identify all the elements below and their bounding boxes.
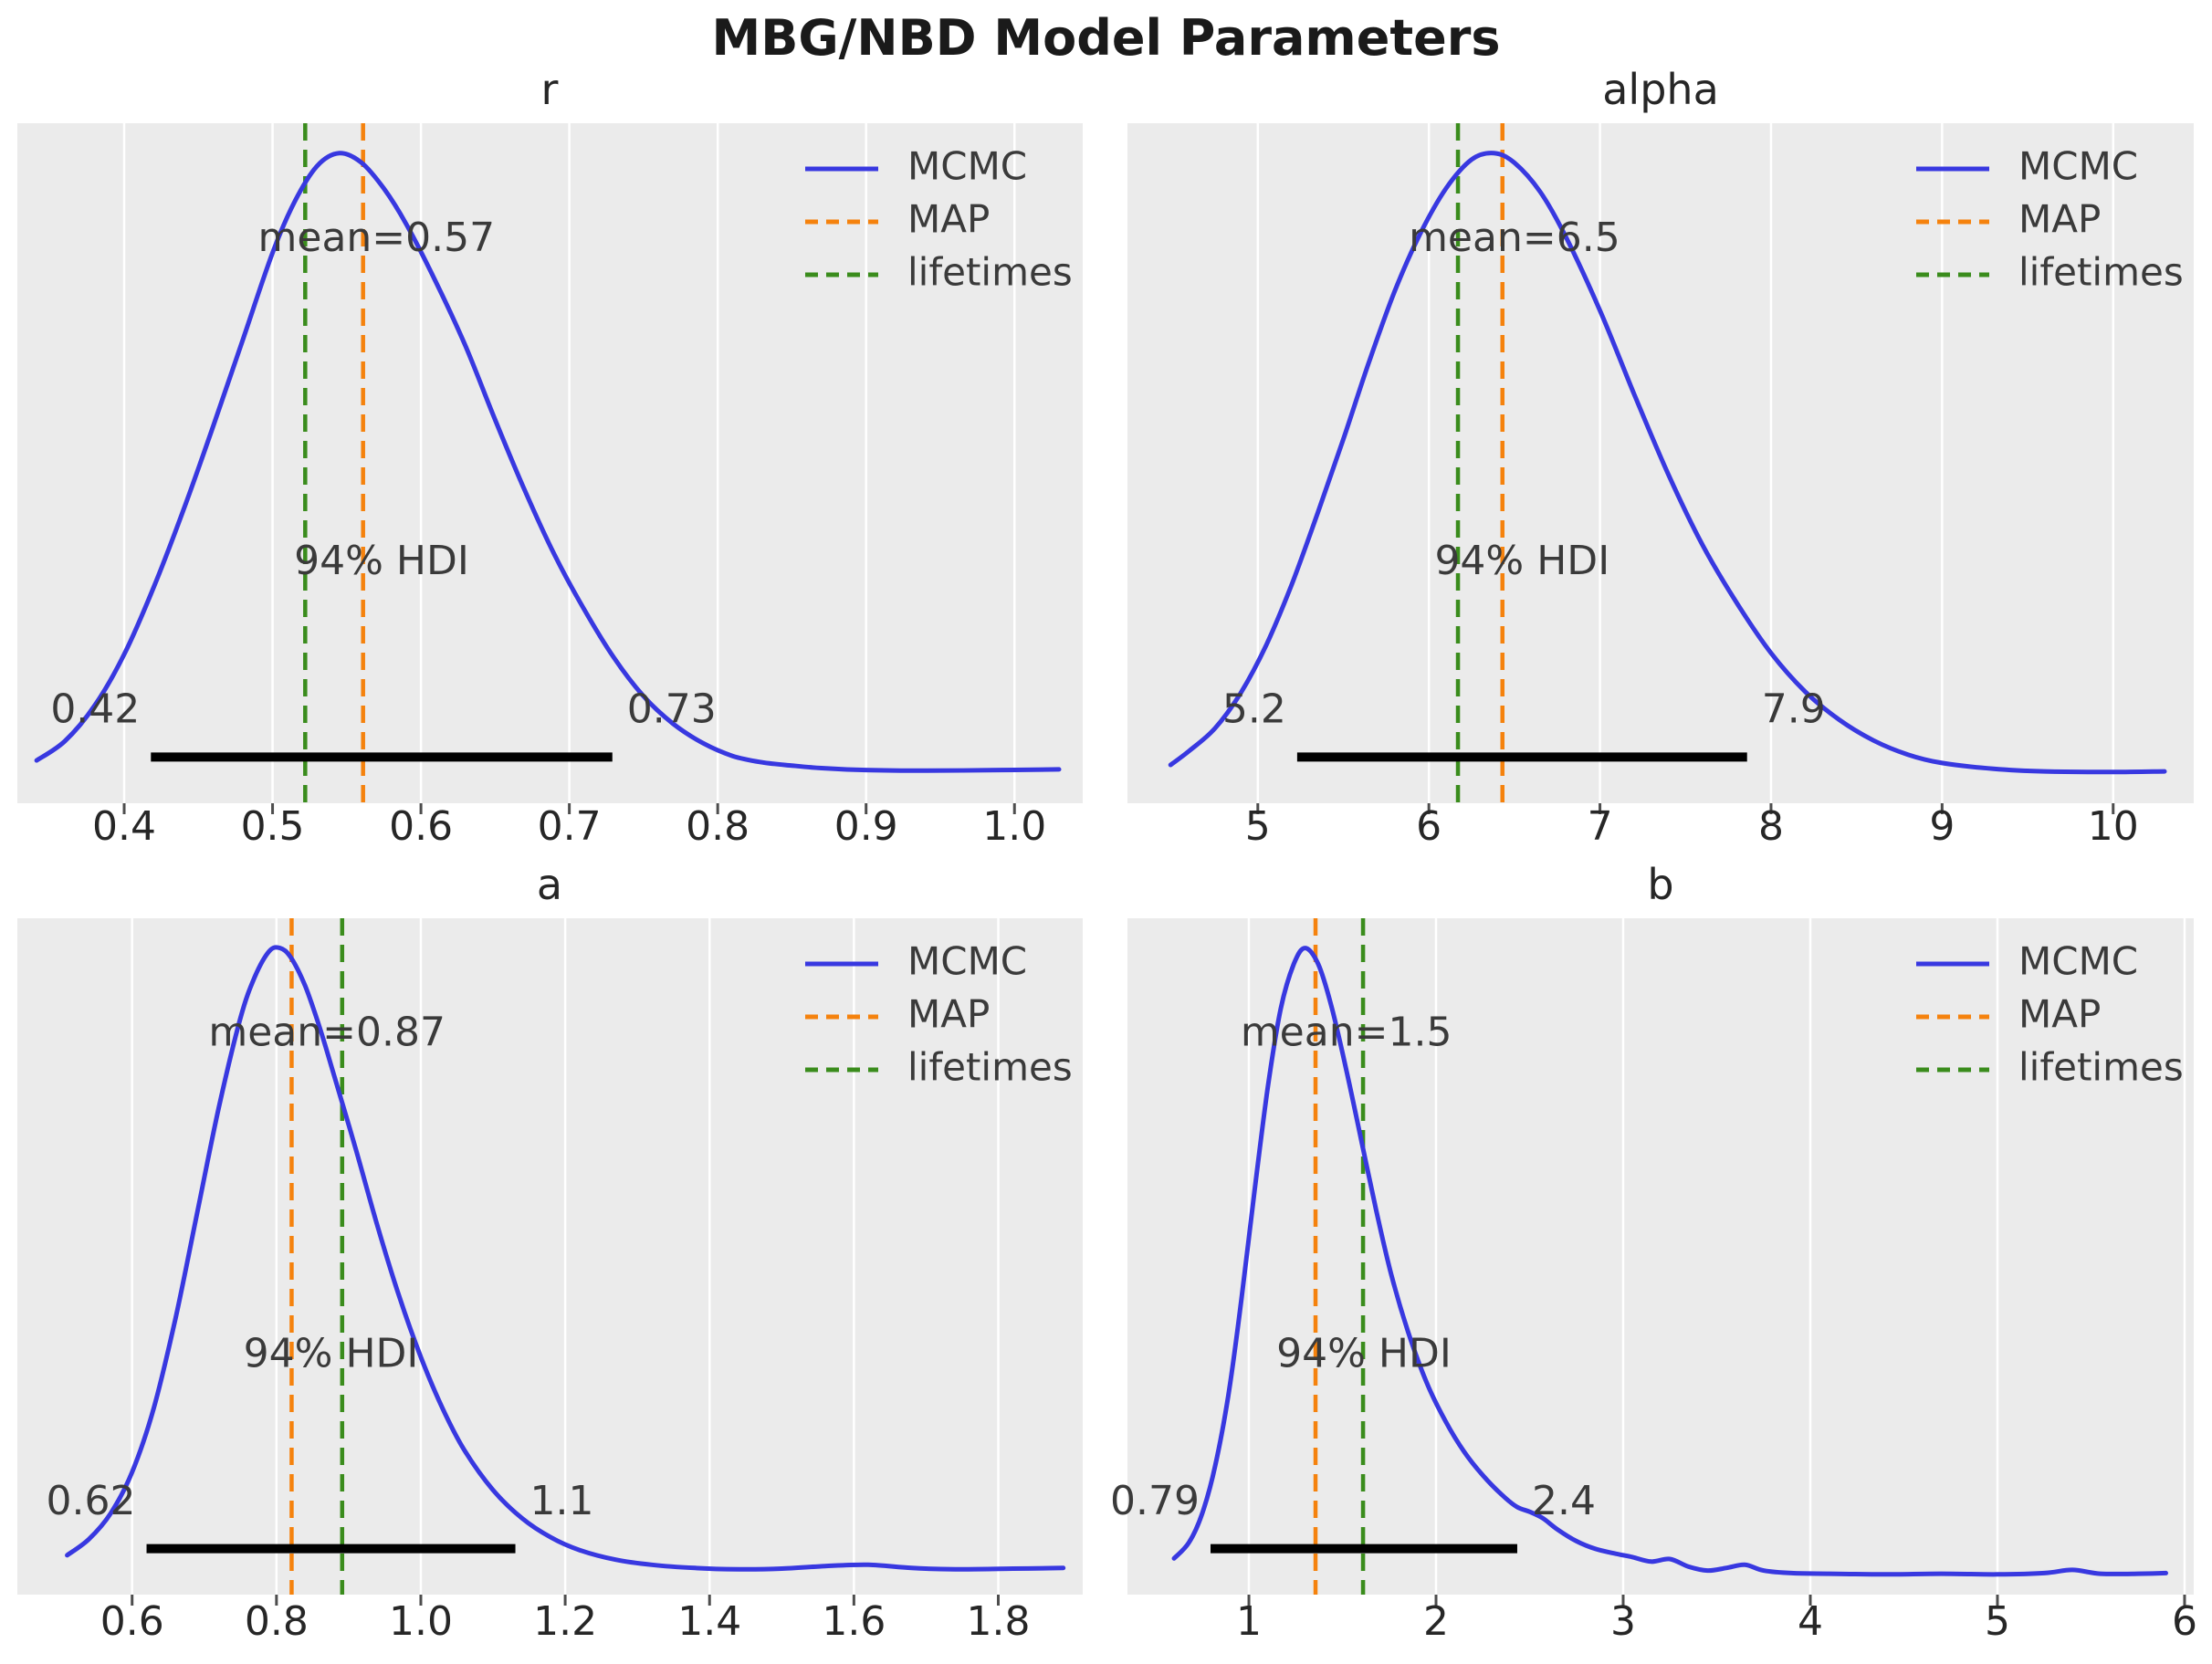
x-tick-label: 0.6 bbox=[389, 803, 453, 850]
hdi-lo-label: 5.2 bbox=[1222, 685, 1286, 732]
figure-title: MBG/NBD Model Parameters bbox=[711, 9, 1501, 67]
x-tick-label: 0.6 bbox=[100, 1598, 164, 1645]
x-tick-label: 1 bbox=[1236, 1598, 1262, 1645]
subplot-title-b: b bbox=[1647, 860, 1674, 909]
mean-label: mean=0.57 bbox=[258, 215, 496, 261]
x-tick-label: 0.8 bbox=[686, 803, 750, 850]
x-tick-label: 10 bbox=[2088, 803, 2139, 850]
hdi-text: 94% HDI bbox=[1276, 1330, 1452, 1376]
x-tick-label: 5 bbox=[1985, 1598, 2010, 1645]
x-tick-label: 1.6 bbox=[822, 1598, 886, 1645]
legend-mcmc-label: MCMC bbox=[2018, 939, 2138, 984]
x-tick-label: 7 bbox=[1588, 803, 1613, 850]
x-tick-label: 8 bbox=[1758, 803, 1784, 850]
hdi-lo-label: 0.79 bbox=[1110, 1478, 1200, 1524]
x-tick-label: 1.2 bbox=[533, 1598, 597, 1645]
x-tick-label: 1.0 bbox=[389, 1598, 453, 1645]
mean-label: mean=0.87 bbox=[208, 1009, 446, 1055]
legend-map-label: MAP bbox=[907, 992, 990, 1037]
x-tick-label: 1.4 bbox=[677, 1598, 741, 1645]
plot-area-r bbox=[17, 123, 1083, 803]
hdi-hi-label: 0.73 bbox=[627, 685, 717, 732]
hdi-lo-label: 0.62 bbox=[47, 1478, 136, 1524]
hdi-hi-label: 7.9 bbox=[1762, 685, 1826, 732]
x-tick-label: 6 bbox=[1416, 803, 1441, 850]
legend-mcmc-label: MCMC bbox=[2018, 144, 2138, 189]
x-tick-label: 0.7 bbox=[538, 803, 602, 850]
legend-mcmc-label: MCMC bbox=[907, 144, 1027, 189]
legend-lifetimes-label: lifetimes bbox=[907, 250, 1073, 295]
legend-lifetimes-label: lifetimes bbox=[907, 1045, 1073, 1090]
subplot-r: 0.4 0.5 0.6 0.7 0.8 0.9 1.0 0.42 0.73 94% HDI mean… bbox=[17, 123, 1083, 850]
kde-curve bbox=[65, 945, 1066, 1572]
hdi-text: 94% HDI bbox=[294, 538, 469, 584]
legend-lifetimes-label: lifetimes bbox=[2018, 1045, 2184, 1090]
kde-curve bbox=[34, 151, 1062, 773]
x-tick-label: 6 bbox=[2172, 1598, 2197, 1645]
legend-map-label: MAP bbox=[2018, 197, 2101, 242]
x-tick-label: 3 bbox=[1610, 1598, 1636, 1645]
subplot-title-r: r bbox=[540, 65, 559, 114]
kde-curve bbox=[1168, 151, 2167, 775]
hdi-lo-label: 0.42 bbox=[50, 685, 140, 732]
subplot-alpha: 5 6 7 8 9 10 5.2 7.9 94% HDI mean=6.5 MCMC MAP lifet… bbox=[1127, 123, 2194, 850]
plot-area-b bbox=[1127, 918, 2194, 1595]
x-tick-label: 4 bbox=[1798, 1598, 1823, 1645]
x-tick-label: 1.8 bbox=[967, 1598, 1031, 1645]
hdi-hi-label: 1.1 bbox=[530, 1478, 594, 1524]
x-tick-label: 9 bbox=[1929, 803, 1955, 850]
mean-label: mean=1.5 bbox=[1241, 1009, 1452, 1055]
hdi-text: 94% HDI bbox=[1434, 538, 1609, 584]
legend-map-label: MAP bbox=[2018, 992, 2101, 1037]
mean-label: mean=6.5 bbox=[1409, 215, 1620, 261]
x-tick-label: 0.8 bbox=[245, 1598, 309, 1645]
plot-area-alpha bbox=[1127, 123, 2194, 803]
legend-lifetimes-label: lifetimes bbox=[2018, 250, 2184, 295]
x-tick-label: 0.5 bbox=[241, 803, 305, 850]
hdi-text: 94% HDI bbox=[244, 1330, 419, 1376]
x-tick-label: 5 bbox=[1245, 803, 1271, 850]
subplot-title-alpha: alpha bbox=[1602, 65, 1719, 114]
hdi-hi-label: 2.4 bbox=[1532, 1478, 1596, 1524]
subplot-a: 0.6 0.8 1.0 1.2 1.4 1.6 1.8 0.62 1.1 94% HDI mean=… bbox=[17, 918, 1083, 1645]
plot-area-a bbox=[17, 918, 1083, 1595]
legend-map-label: MAP bbox=[907, 197, 990, 242]
x-tick-label: 0.9 bbox=[834, 803, 898, 850]
x-tick-label: 2 bbox=[1423, 1598, 1449, 1645]
kde-curve bbox=[1171, 946, 2168, 1577]
x-tick-label: 1.0 bbox=[982, 803, 1046, 850]
x-tick-label: 0.4 bbox=[92, 803, 156, 850]
subplot-b: 1 2 3 4 5 6 0.79 2.4 94% HDI mean=1.5 MCMC MAP lifet… bbox=[1110, 918, 2197, 1645]
subplot-title-a: a bbox=[536, 860, 563, 909]
legend-mcmc-label: MCMC bbox=[907, 939, 1027, 984]
